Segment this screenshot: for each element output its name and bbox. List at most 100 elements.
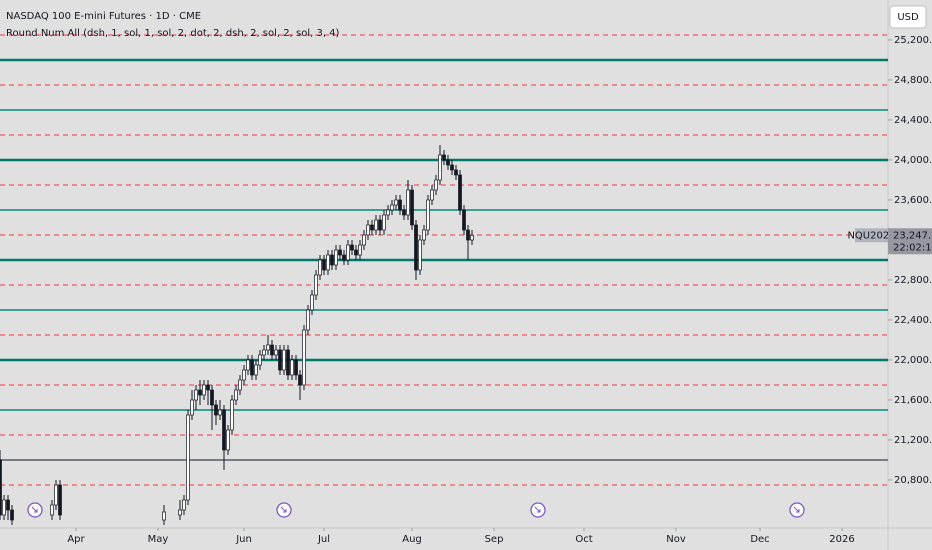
- candle-body: [318, 259, 322, 276]
- candle-body: [402, 209, 406, 216]
- candle-body: [346, 244, 350, 261]
- candle-body: [414, 224, 418, 271]
- candle-body: [338, 249, 342, 256]
- candle-body: [342, 254, 346, 261]
- candle-body: [442, 154, 446, 161]
- candle-body: [194, 389, 198, 401]
- candle-body: [54, 484, 58, 506]
- last-price-label: 23,247.25: [893, 230, 932, 241]
- candle-body: [410, 189, 414, 226]
- x-tick-label: 2026: [829, 534, 854, 545]
- candle-body: [278, 349, 282, 371]
- candle-body: [438, 154, 442, 181]
- x-tick-label: Apr: [67, 534, 85, 545]
- candle-body: [454, 169, 458, 176]
- candle-body: [362, 234, 366, 246]
- y-tick-label: 24,400.00: [894, 115, 932, 126]
- x-tick-label: Sep: [485, 534, 504, 545]
- candle-body: [422, 229, 426, 241]
- candle-body: [258, 354, 262, 366]
- candle-body: [330, 254, 334, 266]
- y-tick-label: 23,600.00: [894, 195, 932, 206]
- event-icons: [27, 502, 805, 518]
- candle-body: [358, 244, 362, 256]
- y-tick-label: 22,000.00: [894, 355, 932, 366]
- x-tick-label: Aug: [402, 534, 422, 545]
- y-tick-label: 20,800.00: [894, 475, 932, 486]
- candle-body: [366, 224, 370, 236]
- candle-body: [182, 499, 186, 511]
- candle-body: [242, 369, 246, 381]
- candle-body: [282, 349, 286, 371]
- event-icon[interactable]: [789, 502, 805, 518]
- indicator-label: Round Num All (dsh, 1, sol, 1, sol, 2, d…: [6, 28, 340, 39]
- candle-body: [222, 409, 226, 451]
- candle-body: [434, 179, 438, 191]
- candle-body: [354, 249, 358, 256]
- x-tick-label: Dec: [750, 534, 769, 545]
- symbol-tag: [855, 228, 888, 243]
- countdown-label: 22:02:19: [893, 242, 932, 253]
- candle-body: [458, 174, 462, 211]
- candle-body: [294, 359, 298, 376]
- candle-body: [234, 389, 238, 401]
- candle-body: [378, 219, 382, 231]
- x-tick-label: Jun: [235, 534, 252, 545]
- candle-body: [310, 294, 314, 311]
- candle-body: [254, 364, 258, 376]
- candle-body: [290, 359, 294, 376]
- candle-body: [462, 209, 466, 231]
- candle-body: [302, 329, 306, 386]
- candle-body: [206, 384, 210, 391]
- candle-body: [326, 254, 330, 271]
- candle-body: [418, 239, 422, 271]
- candle-body: [270, 344, 274, 356]
- candle-body: [394, 199, 398, 206]
- candle-body: [210, 389, 214, 406]
- candle-body: [198, 389, 202, 396]
- candle-body: [58, 484, 62, 516]
- candle-body: [298, 374, 302, 386]
- candle-body: [10, 509, 14, 521]
- candle-body: [274, 349, 278, 356]
- candle-body: [466, 229, 470, 241]
- event-icon[interactable]: [276, 502, 292, 518]
- candle-body: [382, 214, 386, 231]
- currency-label[interactable]: USD: [897, 12, 919, 23]
- candle-body: [162, 511, 166, 521]
- y-tick-label: 22,800.00: [894, 275, 932, 286]
- candle-body: [214, 404, 218, 416]
- symbol-label: NQU2025: [847, 230, 895, 241]
- candle-body: [314, 274, 318, 296]
- y-tick-label: 24,000.00: [894, 155, 932, 166]
- candle-body: [0, 459, 2, 516]
- levels: [0, 34, 888, 486]
- event-icon[interactable]: [530, 502, 546, 518]
- y-tick-label: 21,200.00: [894, 435, 932, 446]
- candle-body: [250, 359, 254, 376]
- candle-body: [226, 429, 230, 451]
- candle-body: [406, 189, 410, 216]
- candle-body: [430, 189, 434, 201]
- candle-body: [370, 224, 374, 231]
- candle-body: [266, 344, 270, 351]
- event-icon[interactable]: [27, 502, 43, 518]
- candle-body: [374, 219, 378, 231]
- candle-body: [426, 199, 430, 231]
- candle-body: [446, 159, 450, 166]
- x-tick-label: Jul: [317, 534, 330, 545]
- candle-body: [334, 249, 338, 266]
- candle-body: [306, 309, 310, 331]
- candle-body: [186, 414, 190, 501]
- candle-body: [178, 509, 182, 516]
- currency-button[interactable]: [889, 5, 927, 29]
- candle-body: [350, 244, 354, 251]
- y-tick-label: 22,400.00: [894, 315, 932, 326]
- candle-body: [262, 349, 266, 356]
- candle-body: [2, 499, 6, 516]
- last-price-tag: [888, 228, 932, 255]
- y-tick-label: 25,200.00: [894, 35, 932, 46]
